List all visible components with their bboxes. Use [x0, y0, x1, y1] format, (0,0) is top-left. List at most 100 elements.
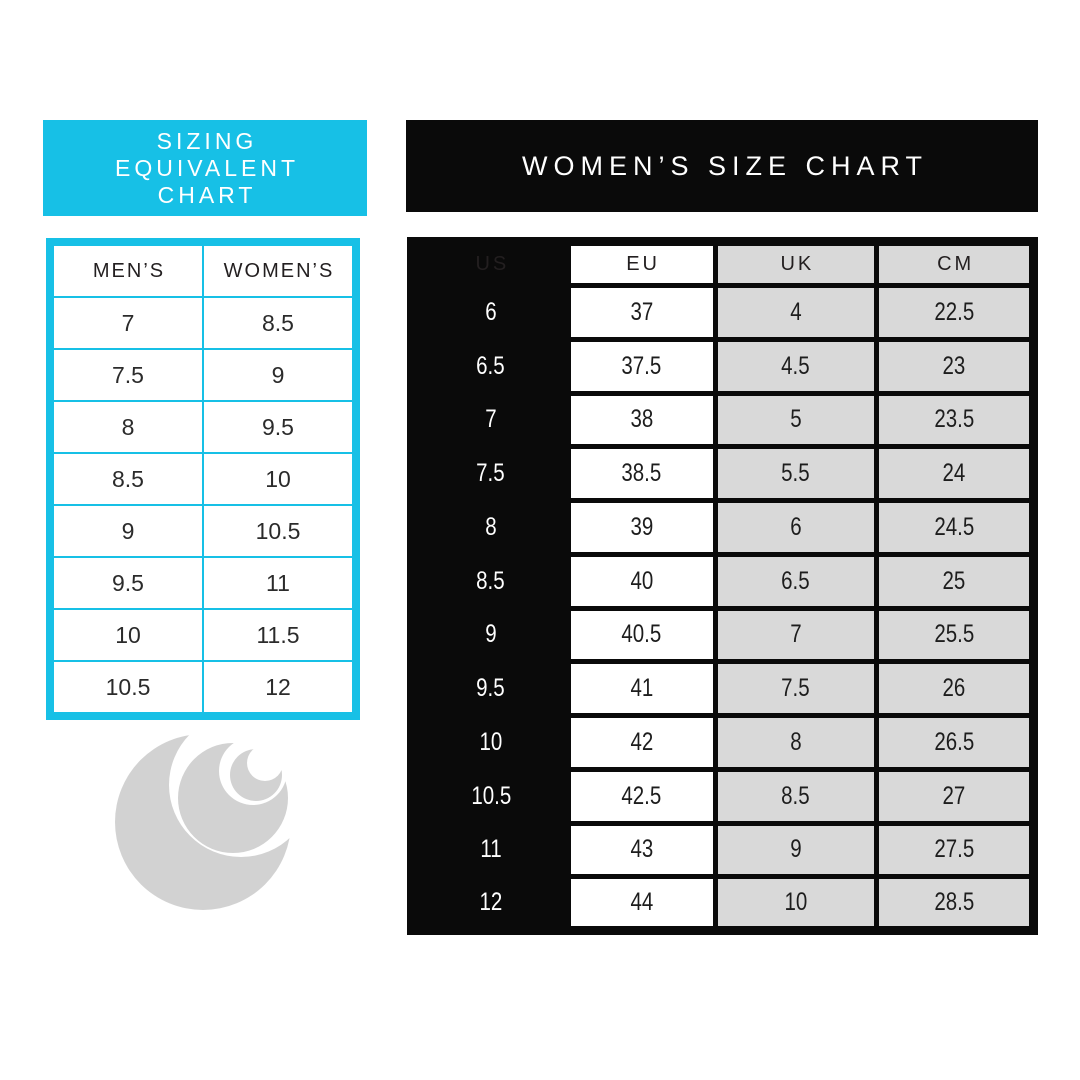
table-cell: 12 [409, 874, 571, 933]
table-row: 10 42 8 26.5 [409, 713, 1036, 772]
table-cell: 43 [565, 820, 718, 880]
table-cell: 26 [874, 659, 1036, 718]
table-cell: 4 [712, 283, 880, 342]
table-cell: 9 [49, 504, 204, 558]
table-row: 8 39 6 24.5 [409, 498, 1036, 557]
cell-value: 25 [942, 566, 966, 595]
table-cell: 8.5 [202, 296, 357, 350]
table-cell: 25 [874, 551, 1036, 611]
cell-value: 25.5 [934, 620, 975, 649]
table-cell: 42 [565, 713, 718, 772]
cell-value: 5.5 [781, 459, 811, 488]
cell-value: 27.5 [934, 835, 975, 864]
table-cell: 23.5 [874, 390, 1036, 450]
cell-value: 24.5 [934, 512, 975, 541]
cell-value: 24 [942, 459, 966, 488]
cell-value: 43 [630, 835, 654, 864]
table-cell: 40 [565, 551, 718, 611]
sizing-equivalent-header: SIZING EQUIVALENT CHART [43, 120, 367, 216]
table-cell: 10 [409, 713, 571, 772]
womens-size-table-body: 6 37 4 22.5 6.5 37.5 4.5 23 7 38 5 23.5 7.5 38.5 5.5 24… [409, 283, 1036, 933]
table-cell: 10 [49, 608, 204, 662]
cell-value: 44 [630, 888, 654, 917]
table-row: 7 38 5 23.5 [409, 390, 1036, 450]
table-row: 10.5 12 [49, 660, 357, 717]
cell-value: 10 [479, 727, 503, 756]
table-cell: 37.5 [565, 336, 718, 396]
table-cell: 5 [712, 390, 880, 450]
cell-value: 8.5 [476, 566, 506, 595]
cell-value: 4.5 [781, 351, 811, 380]
sizing-equivalent-table-body: 7 8.5 7.5 9 8 9.5 8.5 10 9 10.5 9.5 11 10 11.5 10.5 12 [49, 296, 357, 717]
cell-value: 8 [485, 512, 497, 541]
table-cell: 11.5 [202, 608, 357, 662]
cell-value: 28.5 [934, 888, 975, 917]
table-row: 7.5 38.5 5.5 24 [409, 444, 1036, 503]
table-cell: 11 [202, 556, 357, 610]
eu-column-header: EU [565, 239, 718, 288]
table-row: 7.5 9 [49, 348, 357, 402]
cell-value: 26 [942, 674, 966, 703]
table-cell: 44 [565, 874, 718, 933]
brand-logo [113, 733, 293, 913]
sizing-equivalent-table: MEN’S WOMEN’S 7 8.5 7.5 9 8 9.5 8.5 10 9 10.5 9.5 1… [46, 238, 360, 720]
table-cell: 41 [565, 659, 718, 718]
cell-value: 38 [630, 405, 654, 434]
table-row: 10.5 42.5 8.5 27 [409, 766, 1036, 826]
cell-value: 22.5 [934, 297, 975, 326]
table-cell: 4.5 [712, 336, 880, 396]
cell-value: 11 [480, 835, 502, 864]
table-row: 7 8.5 [49, 296, 357, 350]
table-cell: 10.5 [202, 504, 357, 558]
table-row: 12 44 10 28.5 [409, 874, 1036, 933]
table-row: 11 43 9 27.5 [409, 820, 1036, 880]
cell-value: 40.5 [621, 620, 662, 649]
table-cell: 9 [202, 348, 357, 402]
womens-column-header: WOMEN’S [202, 241, 357, 298]
table-cell: 8.5 [49, 452, 204, 506]
table-cell: 40.5 [565, 605, 718, 665]
table-cell: 7.5 [712, 659, 880, 718]
cell-value: 12 [479, 888, 503, 917]
table-cell: 6 [409, 283, 571, 342]
cell-value: 9 [790, 835, 802, 864]
sizing-header-line-2: EQUIVALENT [115, 154, 299, 181]
table-cell: 7.5 [49, 348, 204, 402]
cell-value: 9 [485, 620, 497, 649]
table-cell: 24 [874, 444, 1036, 503]
table-cell: 25.5 [874, 605, 1036, 665]
uk-column-header: UK [712, 239, 880, 288]
table-cell: 8 [409, 498, 571, 557]
table-row: 8.5 10 [49, 452, 357, 506]
cell-value: 6 [790, 512, 802, 541]
cell-value: 23 [942, 351, 966, 380]
cell-value: 7.5 [476, 459, 506, 488]
womens-size-chart-title: WOMEN’S SIZE CHART [521, 150, 928, 181]
cell-value: 27 [942, 781, 966, 810]
table-cell: 27 [874, 766, 1036, 826]
cell-value: 6 [485, 297, 497, 326]
cell-value: 6.5 [781, 566, 811, 595]
cell-value: 6.5 [476, 351, 506, 380]
table-header-row: US EU UK CM [409, 239, 1036, 288]
table-cell: 37 [565, 283, 718, 342]
table-cell: 42.5 [565, 766, 718, 826]
table-cell: 7 [49, 296, 204, 350]
table-row: 9 40.5 7 25.5 [409, 605, 1036, 665]
table-cell: 27.5 [874, 820, 1036, 880]
cell-value: 8 [790, 727, 802, 756]
table-cell: 23 [874, 336, 1036, 396]
table-cell: 9.5 [409, 659, 571, 718]
cell-value: 7 [485, 405, 497, 434]
table-cell: 38.5 [565, 444, 718, 503]
cell-value: 10.5 [470, 781, 511, 810]
table-header-row: MEN’S WOMEN’S [49, 241, 357, 298]
cell-value: 41 [630, 674, 654, 703]
cell-value: 9.5 [476, 674, 506, 703]
table-cell: 10 [202, 452, 357, 506]
table-cell: 10.5 [409, 766, 571, 826]
table-cell: 12 [202, 660, 357, 717]
table-cell: 10 [712, 874, 880, 933]
table-cell: 8.5 [712, 766, 880, 826]
